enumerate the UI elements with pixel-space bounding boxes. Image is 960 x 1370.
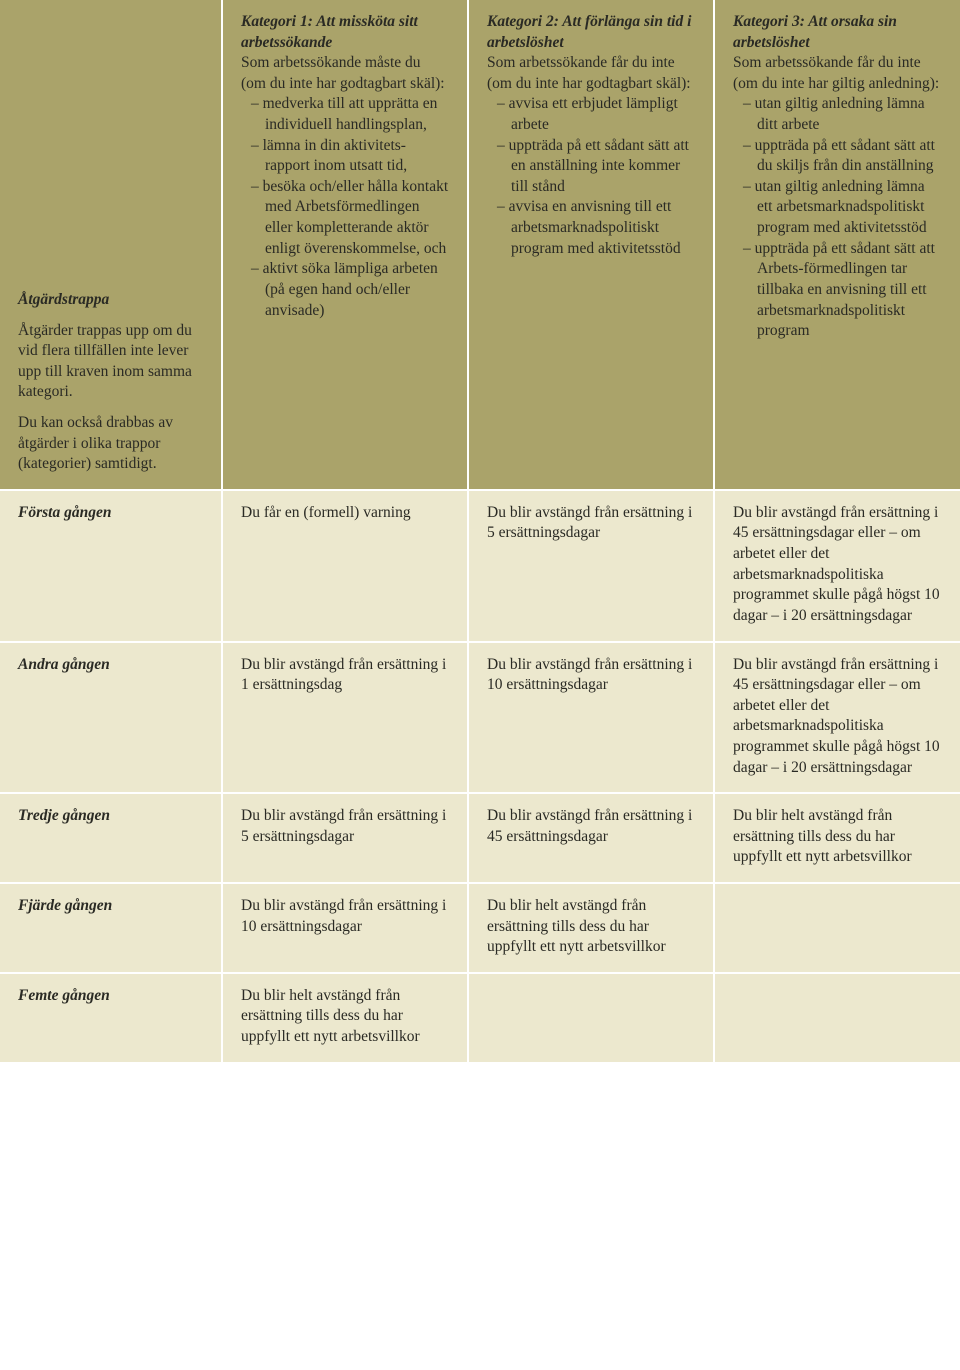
cat2-lead: Som arbetssökande får du inte (om du int… (487, 53, 695, 94)
cat1-item: besöka och/eller hålla kontakt med Arbet… (247, 177, 449, 259)
header-row: Åtgärdstrappa Åtgärder trappas upp om du… (0, 0, 960, 490)
table-row: Första gången Du får en (formell) varnin… (0, 490, 960, 642)
table-row: Fjärde gången Du blir avstängd från ersä… (0, 883, 960, 973)
cat1-item: medverka till att upprätta en individuel… (247, 94, 449, 135)
cell: Du blir avstängd från ersättning i 45 er… (468, 793, 714, 883)
intro-title: Åtgärdstrappa (18, 290, 203, 311)
cat3-heading: Kategori 3: Att orsaka sin arbetslöshet (733, 12, 942, 53)
cat2-heading: Kategori 2: Att förlänga sin tid i arbet… (487, 12, 695, 53)
cat1-list: medverka till att upprätta en individuel… (241, 94, 449, 321)
cat2-list: avvisa ett erbjudet lämpligt arbete uppt… (487, 94, 695, 259)
cell: Du blir avstängd från ersättning i 45 er… (714, 642, 960, 794)
cat1-item: aktivt söka lämpliga arbeten (på egen ha… (247, 259, 449, 321)
intro-cell: Åtgärdstrappa Åtgärder trappas upp om du… (0, 0, 222, 490)
row-label: Tredje gången (0, 793, 222, 883)
cell: Du blir avstängd från ersättning i 45 er… (714, 490, 960, 642)
cat3-item: uppträda på ett sådant sätt att Arbets-f… (739, 239, 942, 342)
atgardstrappa-table: Åtgärdstrappa Åtgärder trappas upp om du… (0, 0, 960, 1062)
row-label: Femte gången (0, 973, 222, 1062)
table-row: Andra gången Du blir avstängd från ersät… (0, 642, 960, 794)
cell: Du blir avstängd från ersättning i 5 ers… (222, 793, 468, 883)
intro-para-2: Du kan också drabbas av åtgärder i olika… (18, 413, 203, 475)
cat2-item: avvisa en anvisning till ett arbetsmarkn… (493, 197, 695, 259)
cat2-item: uppträda på ett sådant sätt att en anstä… (493, 136, 695, 198)
cat3-item: uppträda på ett sådant sätt att du skilj… (739, 136, 942, 177)
cell: Du blir helt avstängd från ersättning ti… (468, 883, 714, 973)
cat1-heading: Kategori 1: Att missköta sitt arbetssöka… (241, 12, 449, 53)
cat3-lead: Som arbetssökande får du inte (om du int… (733, 53, 942, 94)
intro-para-1: Åtgärder trappas upp om du vid flera til… (18, 321, 203, 403)
cat3-item: utan giltig anledning lämna ditt arbete (739, 94, 942, 135)
cell (714, 973, 960, 1062)
cat2-header-cell: Kategori 2: Att förlänga sin tid i arbet… (468, 0, 714, 490)
cat3-item: utan giltig anledning lämna ett arbetsma… (739, 177, 942, 239)
cat3-list: utan giltig anledning lämna ditt arbete … (733, 94, 942, 341)
table-row: Tredje gången Du blir avstängd från ersä… (0, 793, 960, 883)
cell: Du blir helt avstängd från ersättning ti… (222, 973, 468, 1062)
cell: Du blir helt avstängd från ersättning ti… (714, 793, 960, 883)
row-label: Andra gången (0, 642, 222, 794)
cell: Du blir avstängd från ersättning i 10 er… (468, 642, 714, 794)
cat2-item: avvisa ett erbjudet lämpligt arbete (493, 94, 695, 135)
cell: Du blir avstängd från ersättning i 10 er… (222, 883, 468, 973)
cell (714, 883, 960, 973)
row-label: Fjärde gången (0, 883, 222, 973)
cat1-lead: Som arbetssökande måste du (om du inte h… (241, 53, 449, 94)
row-label: Första gången (0, 490, 222, 642)
cell (468, 973, 714, 1062)
cell: Du får en (formell) varning (222, 490, 468, 642)
cat3-header-cell: Kategori 3: Att orsaka sin arbetslöshet … (714, 0, 960, 490)
cell: Du blir avstängd från ersättning i 5 ers… (468, 490, 714, 642)
table-row: Femte gången Du blir helt avstängd från … (0, 973, 960, 1062)
cat1-header-cell: Kategori 1: Att missköta sitt arbetssöka… (222, 0, 468, 490)
cat1-item: lämna in din aktivitets-rapport inom uts… (247, 136, 449, 177)
cell: Du blir avstängd från ersättning i 1 ers… (222, 642, 468, 794)
